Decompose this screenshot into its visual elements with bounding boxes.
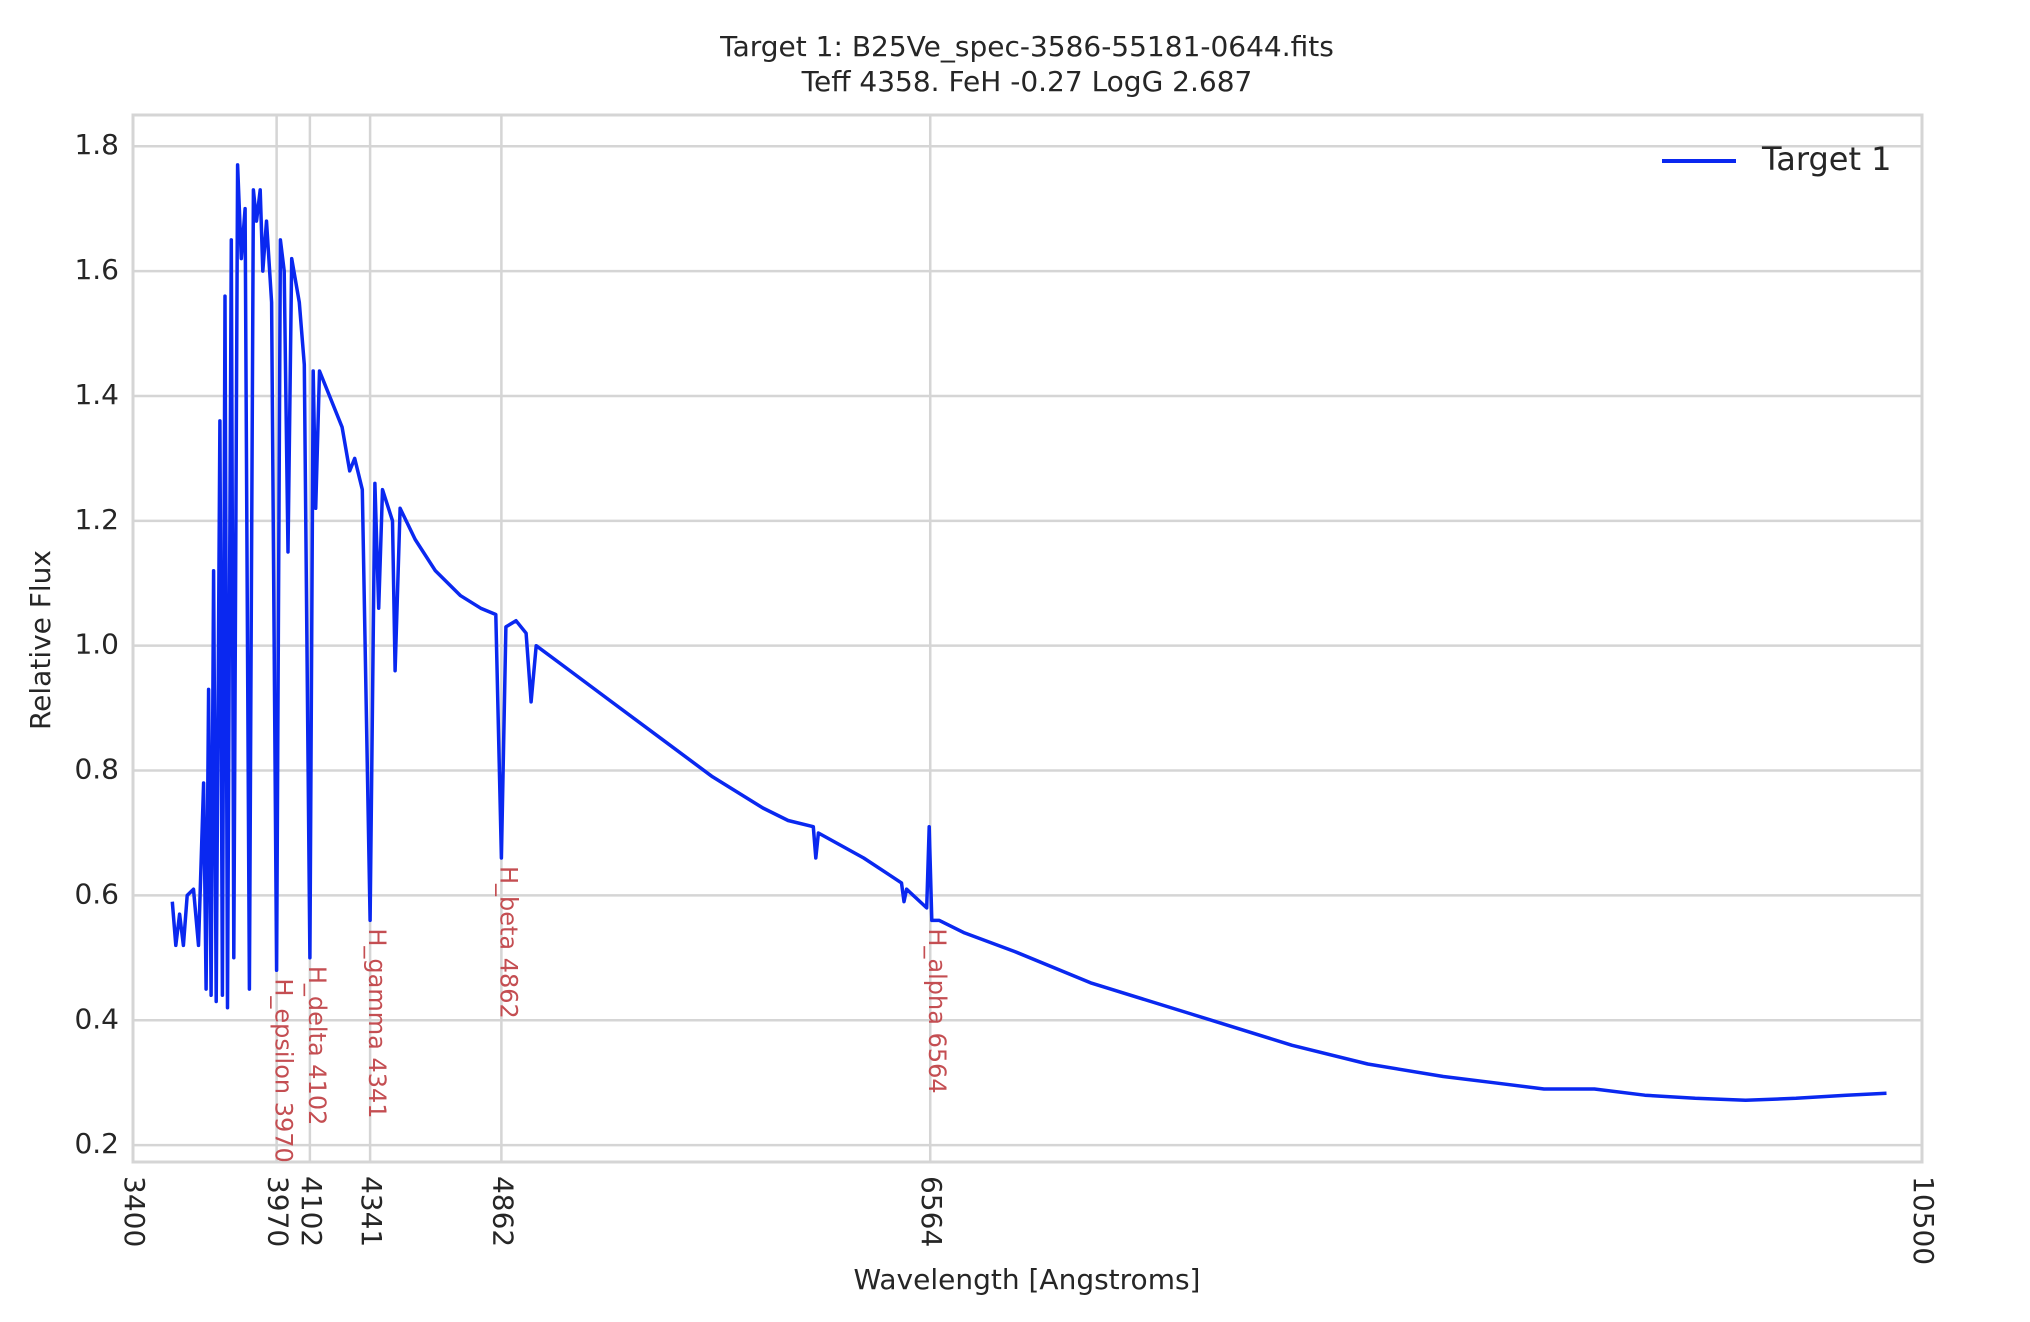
legend-label: Target 1 — [1761, 140, 1892, 178]
annotation-label: H_epsilon 3970 — [270, 978, 298, 1163]
annotation-label: H_alpha 6564 — [923, 928, 951, 1093]
x-tick-label: 6564 — [915, 1176, 948, 1247]
y-tick-label: 1.4 — [74, 378, 119, 411]
y-tick-label: 1.2 — [74, 503, 119, 536]
annotation-label: H_delta 4102 — [303, 966, 331, 1126]
x-tick-label: 4341 — [355, 1176, 388, 1247]
y-tick-label: 1.6 — [74, 253, 119, 286]
annotation-label: H_beta 4862 — [494, 866, 522, 1019]
y-tick-label: 1.8 — [74, 128, 119, 161]
chart-title: Target 1: B25Ve_spec-3586-55181-0644.fit… — [719, 30, 1334, 63]
x-axis-label: Wavelength [Angstroms] — [854, 1263, 1201, 1296]
annotation-label: H_gamma 4341 — [363, 928, 391, 1118]
x-tick-label: 4862 — [486, 1176, 519, 1247]
x-tick-label: 3970 — [262, 1176, 295, 1247]
y-tick-label: 0.8 — [74, 753, 119, 786]
y-tick-label: 1.0 — [74, 628, 119, 661]
x-tick-label: 10500 — [1907, 1176, 1940, 1265]
y-axis-label: Relative Flux — [24, 550, 57, 730]
x-tick-label: 4102 — [295, 1176, 328, 1247]
chart-subtitle: Teff 4358. FeH -0.27 LogG 2.687 — [801, 65, 1253, 98]
y-tick-label: 0.4 — [74, 1002, 119, 1035]
x-tick-label: 3400 — [118, 1176, 151, 1247]
y-tick-label: 0.6 — [74, 877, 119, 910]
plot-frame — [131, 113, 1924, 1164]
y-tick-label: 0.2 — [74, 1127, 119, 1160]
spectrum-line — [170, 163, 1887, 1102]
